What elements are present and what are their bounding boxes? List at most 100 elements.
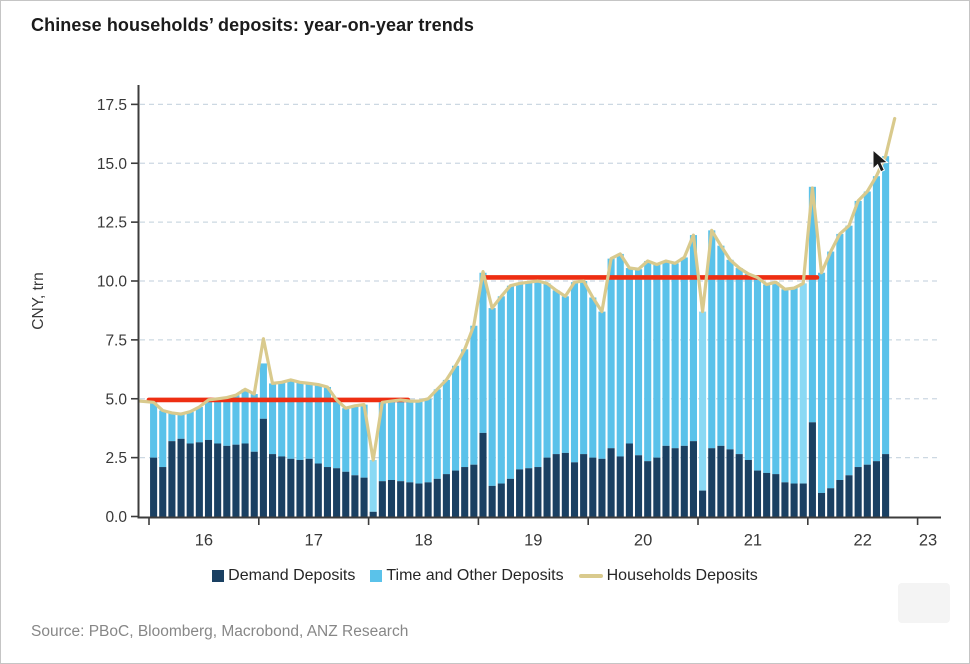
bar-demand-deposits	[323, 467, 331, 517]
bar-demand-deposits	[525, 468, 533, 517]
bar-time-other-deposits	[525, 282, 533, 469]
bar-time-other-deposits	[369, 459, 377, 512]
x-tick-label: 16	[195, 532, 213, 550]
legend-item-time-other-deposits: Time and Other Deposits	[370, 567, 564, 585]
time-other-deposits-swatch-icon	[370, 570, 383, 582]
bar-time-other-deposits	[644, 260, 652, 462]
bar-demand-deposits	[333, 468, 341, 517]
bar-time-other-deposits	[470, 325, 478, 465]
bar-time-other-deposits	[882, 156, 890, 455]
bar-time-other-deposits	[488, 308, 496, 486]
bar-time-other-deposits	[305, 383, 313, 459]
mouse-cursor-icon	[872, 148, 889, 173]
bar-demand-deposits	[369, 511, 377, 517]
bar-demand-deposits	[433, 478, 441, 517]
bar-demand-deposits	[250, 451, 258, 517]
bar-demand-deposits	[497, 483, 505, 517]
bar-time-other-deposits	[433, 389, 441, 479]
bar-time-other-deposits	[872, 176, 880, 462]
bar-demand-deposits	[662, 445, 670, 517]
bar-demand-deposits	[287, 458, 295, 517]
bar-demand-deposits	[772, 474, 780, 517]
bar-demand-deposits	[397, 481, 405, 517]
bar-demand-deposits	[808, 422, 816, 517]
bar-time-other-deposits	[598, 311, 606, 459]
bar-time-other-deposits	[680, 257, 688, 446]
y-tick-label: 5.0	[105, 391, 127, 408]
bar-time-other-deposits	[479, 272, 487, 433]
legend-label: Households Deposits	[606, 567, 758, 584]
deposits-chart: 0.0 2.5 5.0 7.5 10.0 12.5 15.0 17.5 16 17 18 19 20 21…	[30, 85, 941, 550]
bar-time-other-deposits	[790, 288, 798, 484]
bar-demand-deposits	[561, 452, 569, 517]
bar-demand-deposits	[387, 479, 396, 517]
bar-demand-deposits	[342, 471, 350, 517]
bar-time-other-deposits	[570, 282, 579, 463]
bar-time-other-deposits	[689, 235, 697, 442]
bar-demand-deposits	[516, 469, 524, 517]
bar-demand-deposits	[818, 492, 826, 517]
bar-time-other-deposits	[589, 297, 597, 458]
y-tick-label: 17.5	[97, 97, 127, 114]
bar-time-other-deposits	[744, 273, 752, 460]
y-axis-title: CNY, trn	[30, 272, 47, 329]
bar-demand-deposits	[882, 454, 890, 517]
bar-demand-deposits	[278, 456, 286, 517]
bar-demand-deposits	[552, 454, 560, 517]
bar-demand-deposits	[269, 454, 277, 517]
x-tick-label: 23	[919, 532, 937, 550]
bar-time-other-deposits	[424, 398, 432, 483]
bar-time-other-deposits	[241, 389, 249, 444]
bar-time-other-deposits	[699, 311, 707, 491]
bar-time-other-deposits	[232, 395, 240, 445]
bar-time-other-deposits	[671, 263, 679, 449]
bar-demand-deposits	[635, 455, 643, 517]
bar-demand-deposits	[708, 448, 716, 517]
bar-time-other-deposits	[781, 289, 789, 483]
x-tick-label: 18	[414, 532, 432, 550]
bar-time-other-deposits	[808, 186, 816, 423]
bar-demand-deposits	[790, 483, 798, 517]
bar-demand-deposits	[424, 482, 432, 517]
bar-demand-deposits	[854, 467, 862, 517]
bar-time-other-deposits	[772, 282, 780, 475]
x-tick-label: 19	[524, 532, 542, 550]
bar-demand-deposits	[671, 448, 679, 517]
bar-time-other-deposits	[845, 225, 853, 476]
legend-label: Time and Other Deposits	[386, 567, 564, 584]
households-deposits-line	[138, 116, 897, 462]
bar-time-other-deposits	[561, 296, 569, 453]
y-tick-label: 7.5	[105, 332, 127, 349]
bar-time-other-deposits	[397, 399, 405, 482]
bar-time-other-deposits	[461, 349, 469, 468]
bar-time-other-deposits	[516, 283, 524, 470]
bar-time-other-deposits	[195, 406, 203, 443]
bar-demand-deposits	[726, 449, 734, 517]
bar-time-other-deposits	[452, 365, 460, 471]
bar-time-other-deposits	[543, 283, 551, 458]
bar-demand-deposits	[836, 479, 844, 517]
bar-demand-deposits	[296, 459, 304, 517]
bar-demand-deposits	[598, 458, 606, 517]
bar-demand-deposits	[845, 475, 853, 517]
bar-demand-deposits	[406, 482, 414, 517]
bar-demand-deposits	[763, 472, 771, 517]
bar-demand-deposits	[534, 467, 542, 517]
y-tick-label: 0.0	[105, 509, 127, 526]
source-note: Source: PBoC, Bloomberg, Macrobond, ANZ …	[31, 623, 409, 640]
bar-demand-deposits	[616, 456, 624, 517]
households-deposits-line-icon	[578, 573, 603, 579]
bar-time-other-deposits	[442, 379, 450, 475]
bar-time-other-deposits	[150, 402, 158, 458]
bar-time-other-deposits	[863, 191, 871, 465]
x-tick-label: 20	[634, 532, 652, 550]
bar-demand-deposits	[150, 457, 158, 517]
bar-time-other-deposits	[168, 412, 176, 442]
bar-demand-deposits	[177, 438, 185, 517]
bar-time-other-deposits	[204, 399, 213, 440]
bar-time-other-deposits	[616, 253, 624, 457]
bar-time-other-deposits	[360, 404, 368, 478]
bar-demand-deposits	[625, 443, 633, 517]
bar-time-other-deposits	[653, 264, 661, 458]
